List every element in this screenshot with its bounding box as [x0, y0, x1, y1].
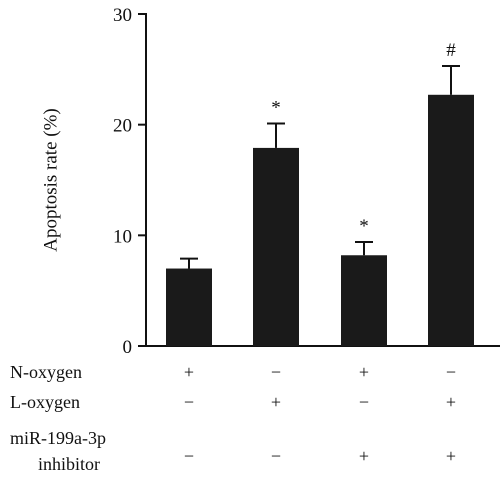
condition-table: N-oxygen + − + − L-oxygen − + − + miR-199a-3p inhib… — [10, 362, 456, 474]
condition-symbol: − — [359, 392, 369, 412]
y-tick-label: 10 — [113, 226, 132, 247]
y-axis-title: Apoptosis rate (%) — [40, 108, 61, 252]
significance-marker: * — [359, 216, 369, 237]
significance-marker: # — [446, 40, 456, 61]
condition-label: L-oxygen — [10, 392, 80, 412]
condition-label: miR-199a-3p — [10, 428, 106, 448]
condition-symbol: + — [359, 362, 369, 382]
condition-symbol: − — [271, 446, 281, 466]
condition-label: inhibitor — [38, 454, 100, 474]
condition-symbol: + — [446, 446, 456, 466]
condition-symbol: + — [359, 446, 369, 466]
condition-symbol: − — [446, 362, 456, 382]
significance-marker: * — [271, 98, 281, 119]
condition-symbol: + — [446, 392, 456, 412]
y-tick-label: 0 — [123, 337, 133, 358]
condition-label: N-oxygen — [10, 362, 82, 382]
y-ticks: 0 10 20 30 — [113, 5, 146, 358]
condition-symbol: + — [184, 362, 194, 382]
bars: * * # — [166, 40, 474, 346]
bar — [253, 147, 299, 346]
bar — [341, 255, 387, 346]
y-tick-label: 20 — [113, 116, 132, 137]
condition-symbol: − — [184, 392, 194, 412]
y-tick-label: 30 — [113, 5, 132, 26]
bar — [166, 268, 212, 346]
condition-symbol: − — [271, 362, 281, 382]
condition-symbol: + — [271, 392, 281, 412]
condition-symbol: − — [184, 446, 194, 466]
bar — [428, 94, 474, 346]
